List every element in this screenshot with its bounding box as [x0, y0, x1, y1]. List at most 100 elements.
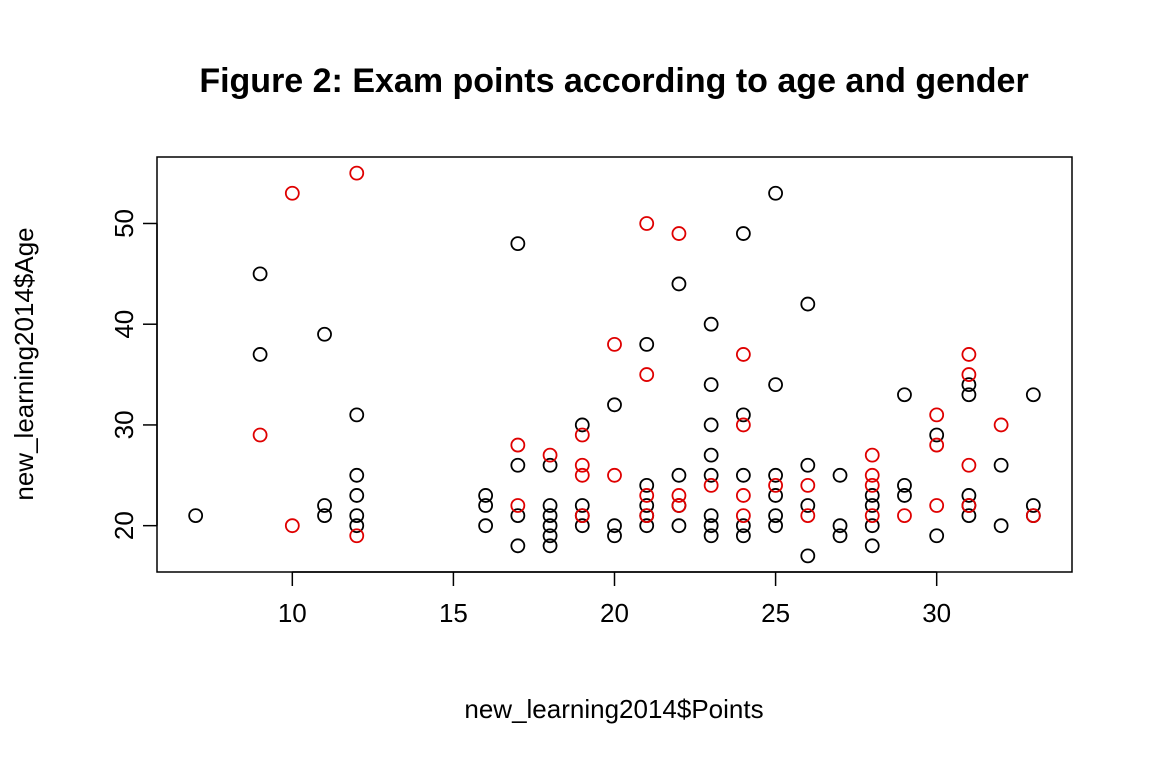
data-point-series-1 [349, 407, 365, 423]
data-point-series-1 [317, 326, 332, 342]
data-point-series-1 [1025, 387, 1041, 403]
data-point-series-1 [897, 387, 912, 403]
data-point-series-1 [832, 518, 848, 534]
data-point-series-1 [671, 276, 687, 292]
data-point-series-1 [961, 488, 977, 503]
x-axis: 10 15 20 25 30 [278, 571, 951, 628]
data-point-series-2 [993, 417, 1009, 433]
data-point-series-1 [317, 498, 332, 513]
data-point-series-1 [639, 498, 655, 513]
data-point-series-1 [703, 417, 719, 433]
y-tick-label: 50 [109, 209, 139, 238]
data-point-series-2 [929, 437, 945, 453]
data-point-series-1 [961, 377, 977, 393]
data-point-series-2 [349, 528, 365, 544]
y-tick-label: 30 [109, 410, 139, 439]
data-point-series-1 [478, 488, 494, 503]
data-point-series-1 [897, 488, 912, 503]
data-point-series-1 [542, 457, 558, 473]
data-point-series-1 [961, 508, 977, 523]
data-point-series-1 [768, 185, 783, 201]
data-point-series-1 [993, 518, 1009, 534]
data-point-series-2 [284, 185, 300, 201]
data-point-series-1 [703, 316, 719, 332]
data-point-series-1 [349, 467, 365, 483]
data-point-series-1 [317, 508, 332, 523]
data-point-series-2 [735, 488, 751, 503]
data-point-series-1 [735, 528, 751, 544]
data-point-series-1 [703, 518, 719, 534]
data-point-series-1 [542, 518, 558, 534]
data-point-series-2 [574, 508, 590, 523]
data-point-series-1 [607, 397, 622, 413]
data-point-series-1 [864, 498, 880, 513]
chart-title: Figure 2: Exam points according to age a… [199, 62, 1028, 100]
data-point-series-2 [607, 336, 622, 352]
data-point-series-1 [864, 518, 880, 534]
x-tick-label: 20 [600, 598, 629, 628]
data-point-series-2 [800, 477, 816, 493]
data-point-series-2 [864, 467, 880, 483]
data-point-series-1 [735, 226, 751, 241]
y-axis: 20 30 40 50 [109, 209, 158, 540]
data-point-series-1 [542, 508, 558, 523]
data-point-series-1 [574, 498, 590, 513]
data-point-series-1 [864, 488, 880, 503]
data-point-series-2 [864, 508, 880, 523]
data-point-series-1 [768, 488, 783, 503]
data-point-series-1 [639, 477, 655, 493]
data-point-series-1 [349, 488, 365, 503]
data-point-series-2 [671, 498, 687, 513]
data-point-series-2 [671, 226, 687, 241]
data-point-series-2 [510, 498, 526, 513]
data-point-series-2 [639, 216, 655, 231]
data-point-series-2 [864, 447, 880, 463]
data-point-series-1 [832, 528, 848, 544]
data-point-series-2 [929, 498, 945, 513]
data-point-series-1 [703, 467, 719, 483]
data-points [188, 165, 1041, 564]
data-point-series-2 [897, 508, 912, 523]
data-point-series-1 [929, 427, 945, 443]
data-point-series-2 [961, 367, 977, 382]
data-point-series-2 [574, 457, 590, 473]
data-point-series-2 [800, 508, 816, 523]
data-point-series-2 [961, 457, 977, 473]
data-point-series-1 [478, 498, 494, 513]
data-point-series-1 [864, 538, 880, 554]
data-point-series-1 [929, 528, 945, 544]
data-point-series-1 [832, 467, 848, 483]
plot-frame [156, 156, 1073, 573]
data-point-series-1 [735, 518, 751, 534]
data-point-series-1 [349, 508, 365, 523]
x-tick-label: 10 [278, 598, 307, 628]
data-point-series-1 [735, 467, 751, 483]
data-point-series-1 [800, 498, 816, 513]
data-point-series-1 [800, 457, 816, 473]
data-point-series-2 [703, 477, 719, 493]
data-point-series-2 [671, 488, 687, 503]
data-point-series-1 [252, 266, 268, 282]
data-point-series-2 [510, 437, 526, 453]
data-point-series-1 [574, 518, 590, 534]
data-point-series-1 [510, 236, 526, 252]
data-point-series-1 [510, 508, 526, 523]
data-point-series-1 [607, 528, 622, 544]
data-point-series-1 [768, 377, 783, 393]
data-point-series-2 [639, 488, 655, 503]
data-point-series-2 [542, 447, 558, 463]
data-point-series-1 [639, 336, 655, 352]
data-point-series-1 [510, 538, 526, 554]
data-point-series-1 [768, 508, 783, 523]
data-point-series-2 [1025, 508, 1041, 523]
data-point-series-2 [768, 477, 783, 493]
x-tick-label: 25 [761, 598, 790, 628]
data-point-series-2 [574, 467, 590, 483]
data-point-series-2 [961, 498, 977, 513]
data-point-series-2 [252, 427, 268, 443]
data-point-series-1 [542, 528, 558, 544]
data-point-series-1 [1025, 498, 1041, 513]
data-point-series-1 [607, 518, 622, 534]
data-point-series-2 [961, 347, 977, 362]
data-point-series-1 [671, 467, 687, 483]
